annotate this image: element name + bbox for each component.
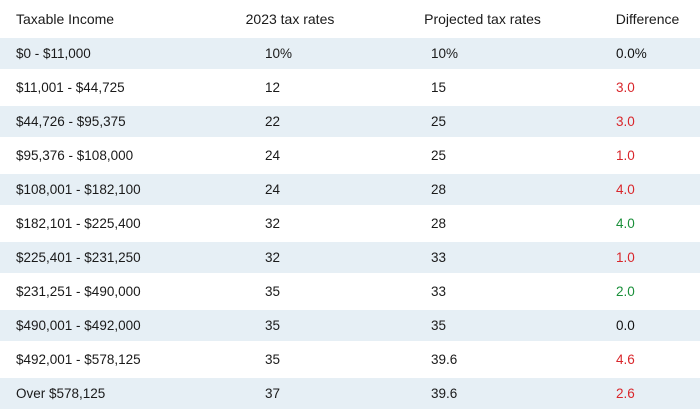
cell-difference: 3.0 (616, 80, 635, 95)
cell-2023-tax-rate: 32 (265, 216, 281, 231)
table-row: $44,726 - $95,375 22 25 3.0 (0, 106, 700, 137)
cell-taxable-income: $490,001 - $492,000 (16, 318, 141, 333)
cell-projected-tax-rate: 33 (431, 284, 447, 299)
cell-projected-tax-rate: 25 (431, 114, 447, 129)
cell-2023-tax-rate: 35 (265, 284, 281, 299)
cell-difference: 0.0% (616, 46, 647, 61)
cell-taxable-income: $182,101 - $225,400 (16, 216, 141, 231)
cell-taxable-income: $11,001 - $44,725 (16, 80, 125, 95)
cell-difference: 0.0 (616, 318, 635, 333)
table-body: $0 - $11,000 10% 10% 0.0% $11,001 - $44,725 1… (0, 38, 700, 409)
cell-2023-tax-rate: 12 (265, 80, 281, 95)
cell-2023-tax-rate: 24 (265, 182, 281, 197)
cell-difference: 4.0 (616, 216, 635, 231)
table-row: $108,001 - $182,100 24 28 4.0 (0, 174, 700, 205)
table-row: $0 - $11,000 10% 10% 0.0% (0, 38, 700, 69)
header-projected-tax-rates: Projected tax rates (424, 11, 541, 27)
cell-projected-tax-rate: 15 (431, 80, 447, 95)
cell-taxable-income: $0 - $11,000 (16, 46, 91, 61)
cell-2023-tax-rate: 37 (265, 386, 281, 401)
cell-difference: 2.0 (616, 284, 635, 299)
header-2023-tax-rates: 2023 tax rates (245, 11, 335, 27)
table-header-row: Taxable Income 2023 tax rates Projected … (0, 0, 700, 38)
table-row: Over $578,125 37 39.6 2.6 (0, 378, 700, 409)
cell-projected-tax-rate: 28 (431, 216, 447, 231)
table-row: $225,401 - $231,250 32 33 1.0 (0, 242, 700, 273)
cell-2023-tax-rate: 35 (265, 352, 281, 367)
cell-projected-tax-rate: 33 (431, 250, 447, 265)
cell-2023-tax-rate: 22 (265, 114, 281, 129)
cell-taxable-income: $225,401 - $231,250 (16, 250, 141, 265)
cell-projected-tax-rate: 39.6 (431, 386, 458, 401)
cell-difference: 1.0 (616, 148, 635, 163)
cell-2023-tax-rate: 10% (265, 46, 293, 61)
cell-2023-tax-rate: 24 (265, 148, 281, 163)
table-row: $490,001 - $492,000 35 35 0.0 (0, 310, 700, 341)
cell-taxable-income: $44,726 - $95,375 (16, 114, 126, 129)
cell-difference: 4.6 (616, 352, 635, 367)
cell-projected-tax-rate: 10% (431, 46, 459, 61)
cell-projected-tax-rate: 25 (431, 148, 447, 163)
cell-difference: 3.0 (616, 114, 635, 129)
header-taxable-income: Taxable Income (16, 11, 115, 27)
cell-difference: 2.6 (616, 386, 635, 401)
cell-projected-tax-rate: 35 (431, 318, 447, 333)
table-row: $182,101 - $225,400 32 28 4.0 (0, 208, 700, 239)
table-row: $231,251 - $490,000 35 33 2.0 (0, 276, 700, 307)
cell-projected-tax-rate: 28 (431, 182, 447, 197)
table-row: $11,001 - $44,725 12 15 3.0 (0, 72, 700, 103)
cell-taxable-income: $95,376 - $108,000 (16, 148, 134, 163)
cell-difference: 1.0 (616, 250, 635, 265)
cell-taxable-income: $492,001 - $578,125 (16, 352, 141, 367)
cell-2023-tax-rate: 35 (265, 318, 281, 333)
header-difference: Difference (615, 11, 680, 27)
cell-2023-tax-rate: 32 (265, 250, 281, 265)
cell-projected-tax-rate: 39.6 (431, 352, 458, 367)
table-row: $95,376 - $108,000 24 25 1.0 (0, 140, 700, 171)
table-row: $492,001 - $578,125 35 39.6 4.6 (0, 344, 700, 375)
cell-difference: 4.0 (616, 182, 635, 197)
cell-taxable-income: Over $578,125 (16, 386, 106, 401)
cell-taxable-income: $231,251 - $490,000 (16, 284, 141, 299)
cell-taxable-income: $108,001 - $182,100 (16, 182, 141, 197)
